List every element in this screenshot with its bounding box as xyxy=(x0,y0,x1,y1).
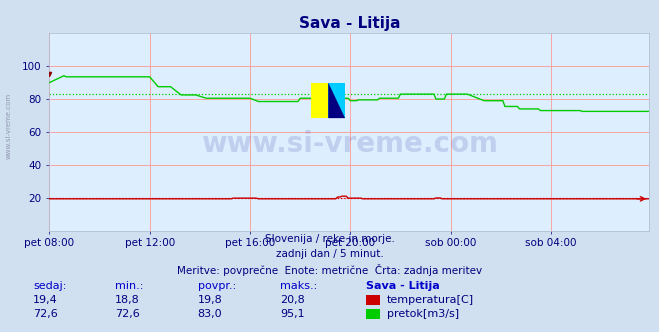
Text: min.:: min.: xyxy=(115,281,144,290)
Text: Slovenija / reke in morje.: Slovenija / reke in morje. xyxy=(264,234,395,244)
Text: temperatura[C]: temperatura[C] xyxy=(387,295,474,305)
Text: Meritve: povprečne  Enote: metrične  Črta: zadnja meritev: Meritve: povprečne Enote: metrične Črta:… xyxy=(177,264,482,276)
Title: Sava - Litija: Sava - Litija xyxy=(299,16,400,31)
Text: www.si-vreme.com: www.si-vreme.com xyxy=(201,130,498,158)
Text: 18,8: 18,8 xyxy=(115,295,140,305)
Text: zadnji dan / 5 minut.: zadnji dan / 5 minut. xyxy=(275,249,384,259)
Text: sedaj:: sedaj: xyxy=(33,281,67,290)
Text: 19,4: 19,4 xyxy=(33,295,58,305)
Text: pretok[m3/s]: pretok[m3/s] xyxy=(387,309,459,319)
Text: Sava - Litija: Sava - Litija xyxy=(366,281,440,290)
Bar xyxy=(312,83,328,118)
Text: 20,8: 20,8 xyxy=(280,295,305,305)
Text: 19,8: 19,8 xyxy=(198,295,223,305)
Text: 83,0: 83,0 xyxy=(198,309,222,319)
Text: 72,6: 72,6 xyxy=(33,309,58,319)
Polygon shape xyxy=(328,83,345,118)
Text: maks.:: maks.: xyxy=(280,281,318,290)
Text: 72,6: 72,6 xyxy=(115,309,140,319)
Text: povpr.:: povpr.: xyxy=(198,281,236,290)
Text: 95,1: 95,1 xyxy=(280,309,304,319)
Text: www.si-vreme.com: www.si-vreme.com xyxy=(5,93,11,159)
Bar xyxy=(328,83,345,118)
